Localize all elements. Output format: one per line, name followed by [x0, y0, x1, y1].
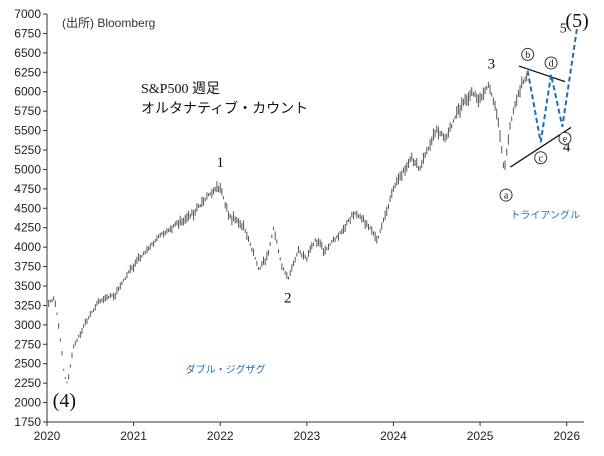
- wave-label: 5: [560, 22, 567, 37]
- wave-label: (4): [53, 390, 76, 412]
- circle-label: b: [525, 50, 530, 61]
- y-tick-label: 4750: [14, 182, 41, 196]
- circle-marker: [544, 56, 558, 70]
- x-tick-label: 2026: [553, 429, 580, 443]
- y-tick-label: 4500: [14, 201, 41, 215]
- y-tick-label: 5500: [14, 124, 41, 138]
- circle-label: e: [563, 134, 568, 145]
- y-tick-label: 2500: [14, 357, 41, 371]
- wave-label: 1: [216, 155, 224, 171]
- y-tick-label: 3500: [14, 279, 41, 293]
- circle-label: a: [504, 191, 509, 202]
- x-tick-label: 2025: [467, 429, 494, 443]
- y-tick-label: 6750: [14, 26, 41, 40]
- circle-marker: [534, 151, 548, 165]
- circle-label: c: [538, 153, 543, 164]
- y-tick-label: 1750: [14, 415, 41, 429]
- y-tick-label: 5000: [14, 162, 41, 176]
- y-tick-label: 6500: [14, 46, 41, 60]
- chart-title: S&P500 週足: [141, 81, 220, 97]
- circle-marker: [521, 47, 535, 61]
- y-tick-label: 5250: [14, 143, 41, 157]
- wave-label: (5): [565, 10, 588, 32]
- source-label: (出所) Bloomberg: [62, 16, 155, 30]
- x-tick-label: 2020: [34, 429, 61, 443]
- circle-marker: [558, 131, 572, 145]
- y-tick-label: 3250: [14, 298, 41, 312]
- projection-path: [526, 27, 579, 143]
- y-tick-label: 6250: [14, 65, 41, 79]
- wave-label: 4: [563, 140, 571, 156]
- circle-label: d: [549, 58, 554, 69]
- axes: 1750 2000 2250 2500 2750 3000 3250 3500 3750 4000…: [14, 7, 584, 443]
- price-candles: [46, 72, 528, 384]
- y-tick-label: 6000: [14, 85, 41, 99]
- triangle-line: [518, 65, 566, 83]
- x-tick-label: 2024: [380, 429, 407, 443]
- wave-label: 2: [284, 290, 292, 306]
- y-tick-label: 2750: [14, 337, 41, 351]
- y-tick-label: 3000: [14, 318, 41, 332]
- annotation-label: トライアングル: [510, 208, 580, 221]
- wave-label: 3: [488, 56, 496, 72]
- y-tick-label: 4000: [14, 240, 41, 254]
- y-tick-label: 7000: [14, 7, 41, 21]
- y-tick-label: 2250: [14, 376, 41, 390]
- circle-marker: [499, 188, 513, 202]
- y-tick-label: 3750: [14, 260, 41, 274]
- y-tick-label: 5750: [14, 104, 41, 118]
- x-tick-label: 2023: [293, 429, 320, 443]
- x-tick-label: 2021: [120, 429, 147, 443]
- y-tick-label: 2000: [14, 396, 41, 410]
- x-tick-label: 2022: [207, 429, 234, 443]
- chart-subtitle: オルタナティブ・カウント: [141, 100, 308, 117]
- y-tick-label: 4250: [14, 221, 41, 235]
- annotation-label: ダブル・ジグザグ: [186, 363, 266, 376]
